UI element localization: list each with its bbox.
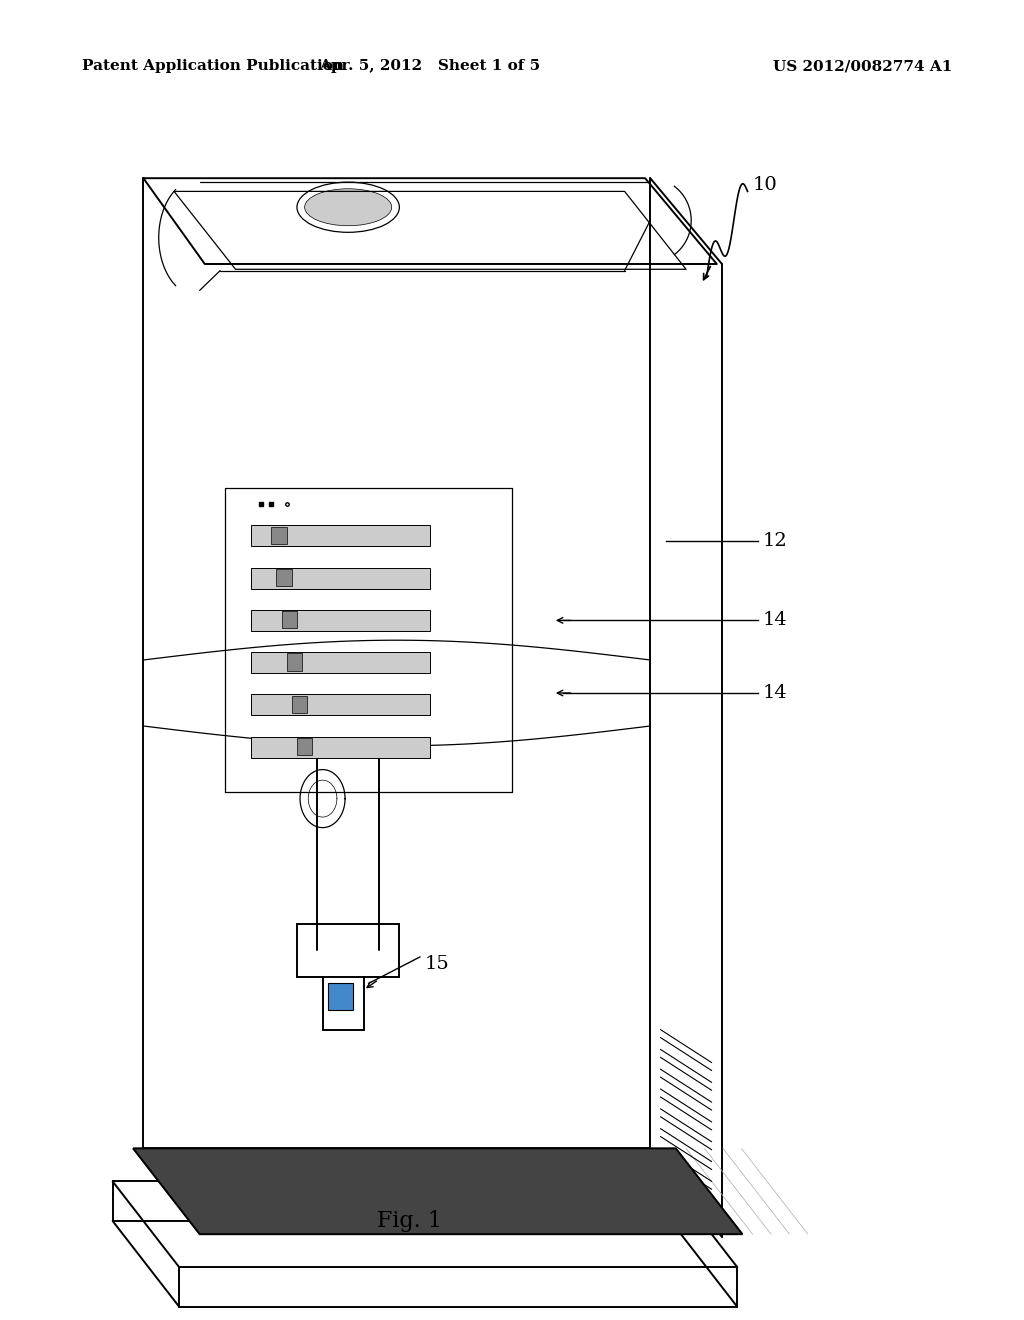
Text: 14: 14 — [763, 684, 787, 702]
FancyBboxPatch shape — [292, 696, 307, 713]
FancyBboxPatch shape — [276, 569, 292, 586]
FancyBboxPatch shape — [251, 652, 430, 673]
Text: Patent Application Publication: Patent Application Publication — [82, 59, 344, 74]
FancyBboxPatch shape — [328, 983, 353, 1010]
FancyBboxPatch shape — [282, 611, 297, 628]
FancyBboxPatch shape — [251, 525, 430, 546]
Text: 15: 15 — [425, 954, 450, 973]
Text: 10: 10 — [753, 176, 777, 194]
Text: 14: 14 — [763, 611, 787, 630]
FancyBboxPatch shape — [271, 527, 287, 544]
FancyBboxPatch shape — [251, 737, 430, 758]
Text: Fig. 1: Fig. 1 — [377, 1210, 442, 1232]
Text: 12: 12 — [763, 532, 787, 550]
FancyBboxPatch shape — [251, 568, 430, 589]
Polygon shape — [133, 1148, 742, 1234]
Text: US 2012/0082774 A1: US 2012/0082774 A1 — [773, 59, 952, 74]
Polygon shape — [133, 1148, 742, 1234]
Text: Apr. 5, 2012   Sheet 1 of 5: Apr. 5, 2012 Sheet 1 of 5 — [319, 59, 541, 74]
Ellipse shape — [297, 182, 399, 232]
Ellipse shape — [305, 189, 391, 226]
FancyBboxPatch shape — [251, 610, 430, 631]
FancyBboxPatch shape — [287, 653, 302, 671]
FancyBboxPatch shape — [297, 738, 312, 755]
FancyBboxPatch shape — [251, 694, 430, 715]
